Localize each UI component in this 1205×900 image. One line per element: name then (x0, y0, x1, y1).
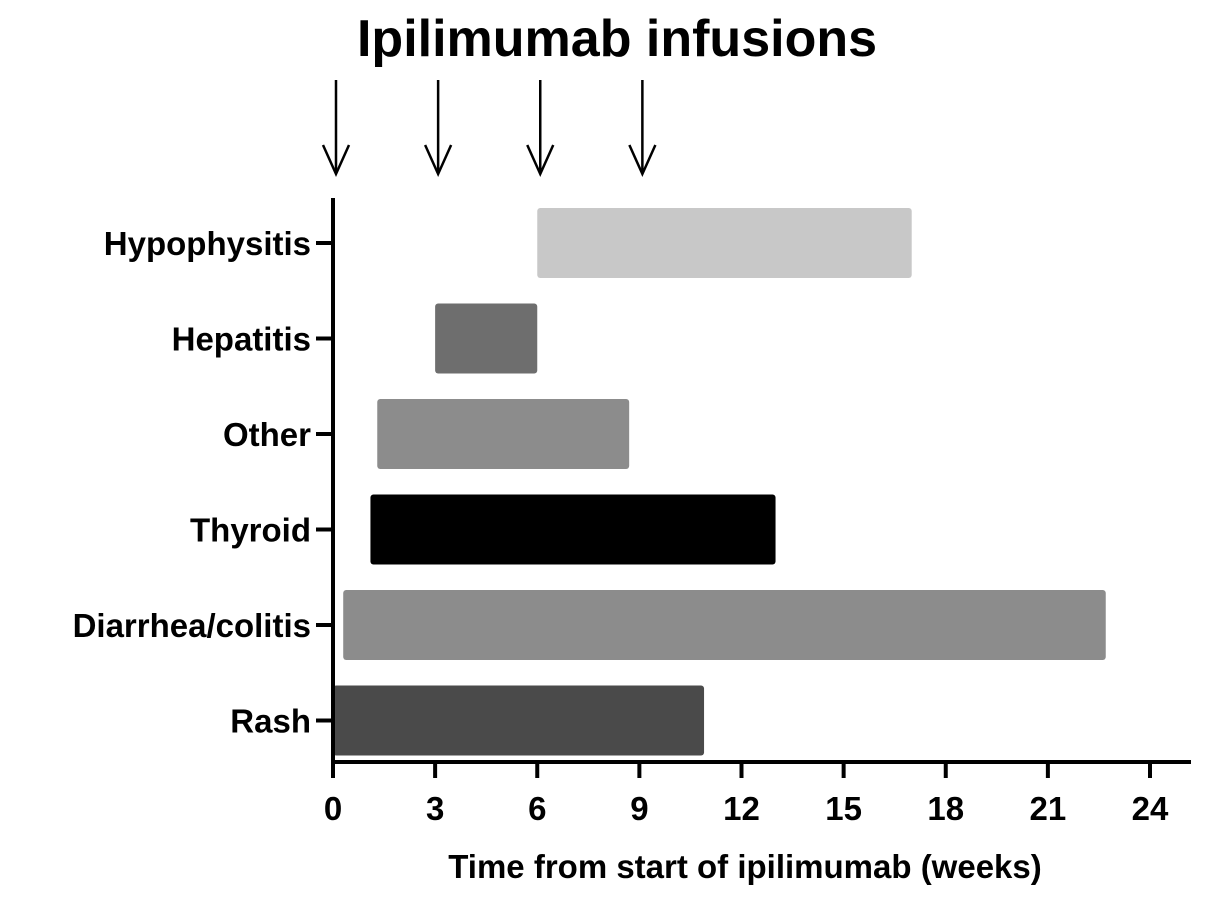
x-tick-label-6: 6 (528, 790, 546, 827)
infusion-arrow-4 (628, 80, 657, 178)
bar-hypophysitis (537, 208, 912, 278)
infusion-arrow-2 (423, 80, 453, 178)
bar-hepatitis (435, 303, 538, 374)
chart-title: Ipilimumab infusions (357, 10, 877, 68)
bars (333, 208, 1106, 756)
bar-rash (333, 685, 705, 756)
x-tick-label-21: 21 (1030, 790, 1067, 827)
bar-thyroid (370, 494, 776, 565)
category-label-rash: Rash (230, 703, 311, 740)
category-label-thyroid: Thyroid (190, 512, 311, 549)
bar-other (377, 399, 630, 469)
category-label-hepatitis: Hepatitis (172, 321, 311, 358)
category-labels: Hypophysitis Hepatitis Other Thyroid Diarrhe… (73, 225, 333, 740)
x-axis-title: Time from start of ipilimumab (weeks) (448, 848, 1042, 885)
category-label-hypophysitis: Hypophysitis (104, 225, 311, 262)
bar-diarrhea-colitis (343, 590, 1106, 660)
category-label-diarrhea-colitis: Diarrhea/colitis (73, 607, 311, 644)
category-label-other: Other (223, 416, 311, 453)
x-tick-label-3: 3 (426, 790, 444, 827)
x-tick-label-12: 12 (723, 790, 760, 827)
x-tick-label-18: 18 (927, 790, 964, 827)
infusion-arrow-1 (321, 80, 351, 178)
x-tick-label-15: 15 (825, 790, 862, 827)
x-tick-label-0: 0 (324, 790, 342, 827)
x-ticks: 0 3 6 9 12 15 18 21 24 (324, 762, 1169, 827)
infusion-arrow-3 (526, 80, 555, 178)
x-tick-label-9: 9 (630, 790, 648, 827)
x-tick-label-24: 24 (1132, 790, 1169, 827)
infusion-arrows (321, 80, 657, 178)
